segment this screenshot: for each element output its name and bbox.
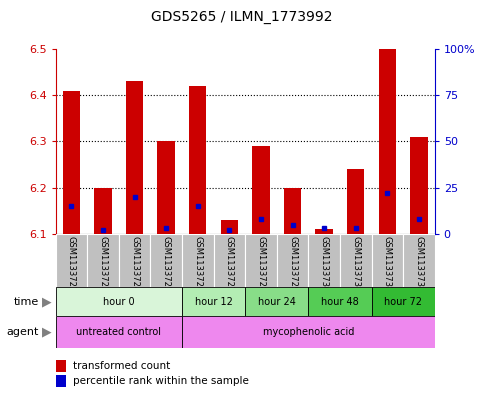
Bar bbox=[213, 234, 245, 287]
Bar bbox=[371, 287, 435, 316]
Bar bbox=[56, 360, 66, 372]
Bar bbox=[56, 316, 182, 348]
Text: GSM1133732: GSM1133732 bbox=[383, 237, 392, 293]
Bar bbox=[87, 234, 119, 287]
Bar bbox=[182, 287, 245, 316]
Text: GSM1133731: GSM1133731 bbox=[351, 237, 360, 293]
Bar bbox=[252, 146, 270, 234]
Bar bbox=[308, 234, 340, 287]
Bar bbox=[245, 287, 308, 316]
Text: transformed count: transformed count bbox=[72, 361, 170, 371]
Text: hour 48: hour 48 bbox=[321, 297, 359, 307]
Text: hour 24: hour 24 bbox=[258, 297, 296, 307]
Bar bbox=[347, 169, 364, 234]
Text: hour 72: hour 72 bbox=[384, 297, 422, 307]
Bar bbox=[315, 229, 333, 234]
Bar bbox=[245, 234, 277, 287]
Text: GSM1133723: GSM1133723 bbox=[99, 237, 107, 293]
Text: hour 0: hour 0 bbox=[103, 297, 135, 307]
Bar bbox=[371, 234, 403, 287]
Bar bbox=[56, 287, 182, 316]
Bar bbox=[340, 234, 371, 287]
Text: time: time bbox=[14, 297, 39, 307]
Text: hour 12: hour 12 bbox=[195, 297, 232, 307]
Text: agent: agent bbox=[6, 327, 39, 337]
Bar bbox=[94, 187, 112, 234]
Bar bbox=[410, 137, 427, 234]
Bar bbox=[284, 187, 301, 234]
Text: GSM1133733: GSM1133733 bbox=[414, 237, 424, 293]
Text: GSM1133730: GSM1133730 bbox=[320, 237, 328, 293]
Bar bbox=[277, 234, 308, 287]
Bar bbox=[403, 234, 435, 287]
Bar bbox=[150, 234, 182, 287]
Bar bbox=[56, 375, 66, 387]
Bar bbox=[119, 234, 150, 287]
Text: mycophenolic acid: mycophenolic acid bbox=[263, 327, 354, 337]
Bar bbox=[157, 141, 175, 234]
Bar bbox=[182, 234, 213, 287]
Bar bbox=[379, 49, 396, 234]
Bar bbox=[308, 287, 371, 316]
Text: GSM1133726: GSM1133726 bbox=[193, 237, 202, 293]
Text: GDS5265 / ILMN_1773992: GDS5265 / ILMN_1773992 bbox=[151, 10, 332, 24]
Text: GSM1133728: GSM1133728 bbox=[256, 237, 266, 293]
Text: GSM1133722: GSM1133722 bbox=[67, 237, 76, 293]
Bar bbox=[189, 86, 206, 234]
Text: GSM1133727: GSM1133727 bbox=[225, 237, 234, 293]
Bar bbox=[126, 81, 143, 234]
Text: GSM1133725: GSM1133725 bbox=[162, 237, 170, 293]
Text: GSM1133729: GSM1133729 bbox=[288, 237, 297, 293]
Bar bbox=[221, 220, 238, 234]
Text: GSM1133724: GSM1133724 bbox=[130, 237, 139, 293]
Bar bbox=[56, 234, 87, 287]
Bar bbox=[182, 316, 435, 348]
Text: ▶: ▶ bbox=[42, 325, 52, 339]
Bar bbox=[63, 91, 80, 234]
Text: untreated control: untreated control bbox=[76, 327, 161, 337]
Text: ▶: ▶ bbox=[42, 295, 52, 308]
Text: percentile rank within the sample: percentile rank within the sample bbox=[72, 376, 248, 386]
